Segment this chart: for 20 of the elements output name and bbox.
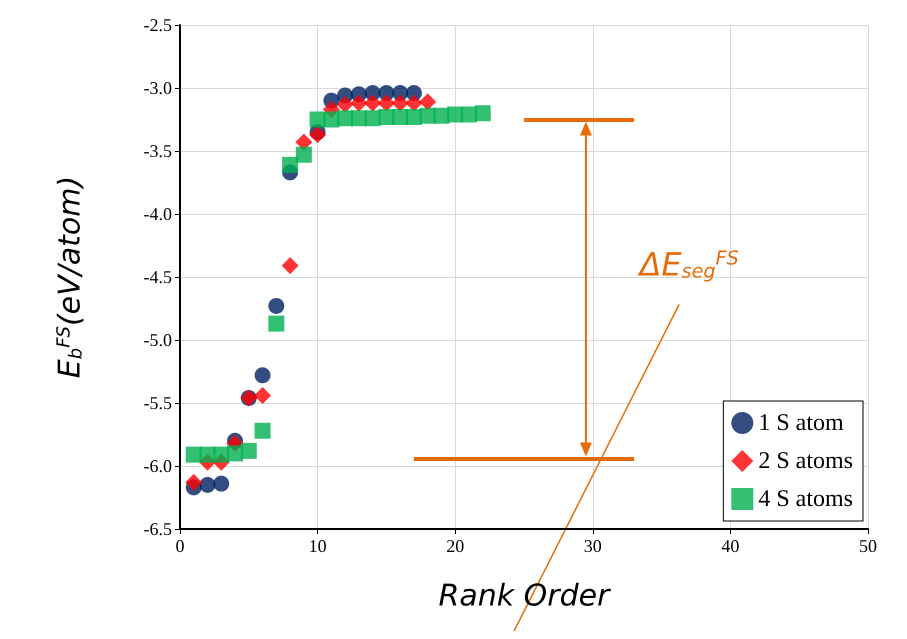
- y-tick-label: -2.5: [144, 15, 172, 35]
- y-tick-label: -6.5: [144, 519, 172, 539]
- x-tick-label: 0: [176, 536, 184, 556]
- y-tick-label: -5.0: [144, 330, 172, 350]
- x-tick-label: 40: [721, 536, 740, 556]
- annotation: ΔEsegFS: [636, 245, 739, 284]
- legend-label: 4 S atoms: [758, 486, 854, 512]
- x-tick-label: 30: [584, 536, 602, 556]
- y-tick-label: -3.0: [144, 78, 172, 98]
- legend-label: 2 S atoms: [758, 448, 854, 474]
- y-tick-label: -6.0: [144, 456, 172, 476]
- legend-label: 1 S atom: [758, 410, 844, 436]
- y-tick-label: -4.0: [144, 204, 172, 224]
- y-tick-label: -4.5: [144, 267, 172, 287]
- y-tick-label: -3.5: [144, 141, 172, 161]
- x-tick-label: 20: [446, 536, 464, 556]
- x-tick-label: 50: [859, 536, 877, 556]
- y-tick-label: -5.5: [144, 393, 172, 413]
- x-tick-label: 10: [308, 536, 327, 556]
- y-axis-title: EbFS(eV/atom): [52, 176, 88, 378]
